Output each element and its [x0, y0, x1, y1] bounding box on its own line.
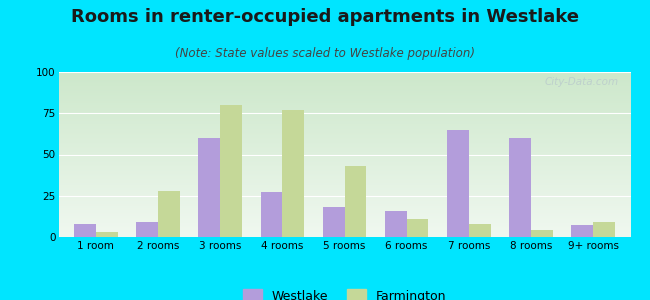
Bar [96, 232, 118, 237]
Bar [282, 110, 304, 237]
Text: Rooms in renter-occupied apartments in Westlake: Rooms in renter-occupied apartments in W… [71, 8, 579, 26]
Bar [385, 211, 407, 237]
Bar [344, 166, 366, 237]
Bar [323, 207, 345, 237]
Bar [220, 105, 242, 237]
Bar [74, 224, 96, 237]
Bar [158, 191, 180, 237]
Text: City-Data.com: City-Data.com [545, 77, 619, 87]
Bar [261, 193, 282, 237]
Bar [407, 219, 428, 237]
Bar [136, 222, 158, 237]
Bar [469, 224, 491, 237]
Bar [509, 138, 531, 237]
Bar [447, 130, 469, 237]
Text: (Note: State values scaled to Westlake population): (Note: State values scaled to Westlake p… [175, 46, 475, 59]
Bar [571, 226, 593, 237]
Bar [531, 230, 552, 237]
Legend: Westlake, Farmington: Westlake, Farmington [243, 290, 446, 300]
Bar [593, 222, 615, 237]
Bar [198, 138, 220, 237]
